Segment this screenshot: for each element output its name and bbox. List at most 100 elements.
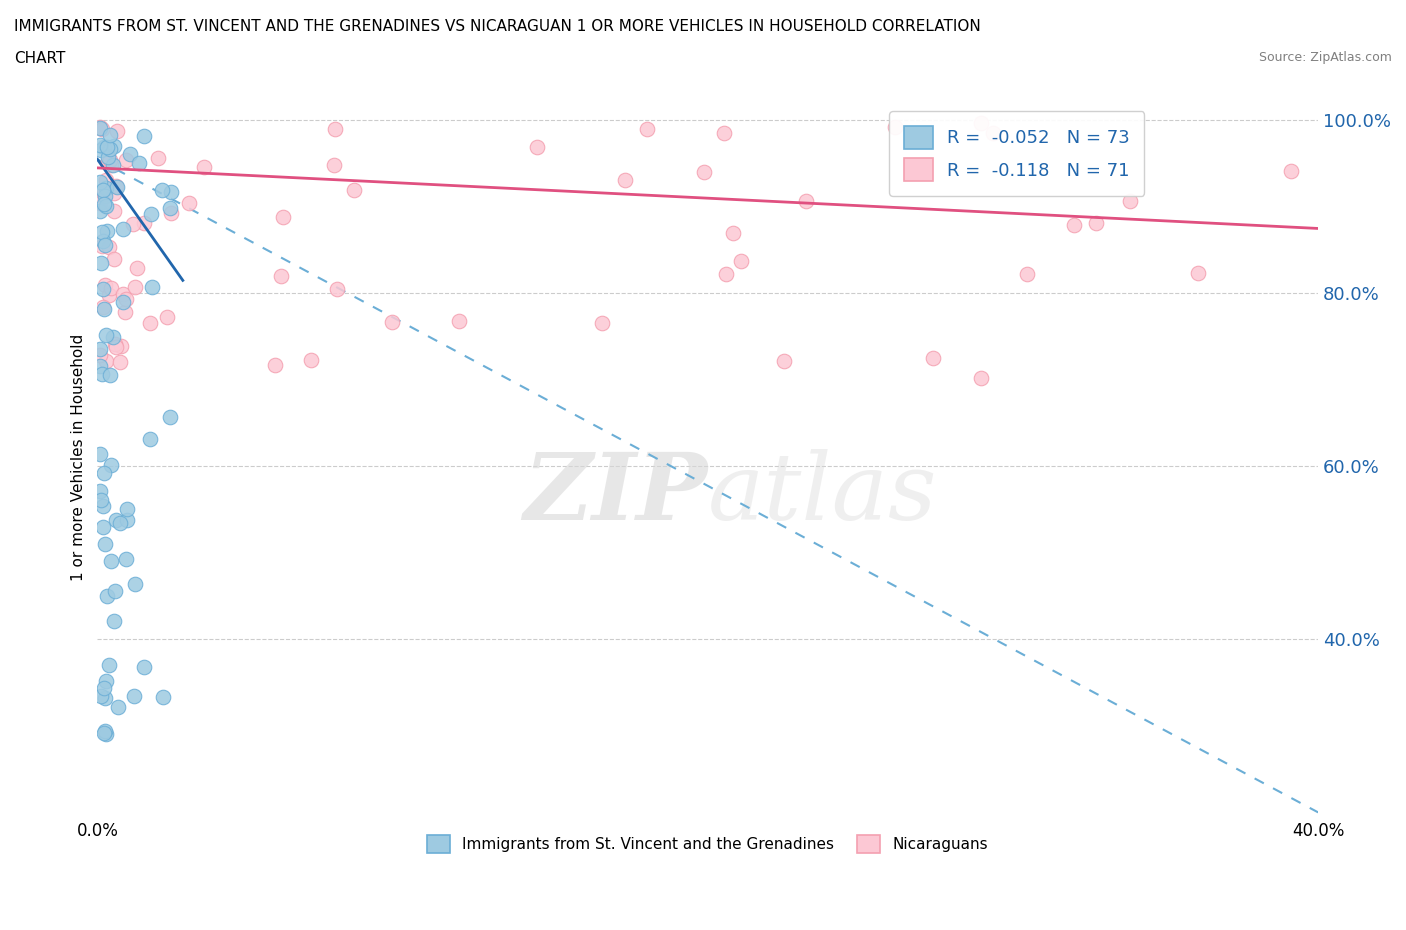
Point xyxy=(89,447,111,462)
Point xyxy=(90,366,112,381)
Point xyxy=(721,226,744,241)
Point xyxy=(152,689,174,704)
Point xyxy=(91,519,114,534)
Point xyxy=(177,196,200,211)
Point xyxy=(124,279,146,294)
Point xyxy=(716,267,738,282)
Point xyxy=(141,280,163,295)
Point xyxy=(100,141,122,156)
Text: ZIP: ZIP xyxy=(523,448,707,538)
Point xyxy=(90,238,112,253)
Point xyxy=(139,432,162,446)
Point xyxy=(89,484,111,498)
Point xyxy=(159,409,181,424)
Point xyxy=(970,116,993,131)
Point xyxy=(118,146,141,161)
Point xyxy=(93,301,115,316)
Point xyxy=(91,281,114,296)
Legend: Immigrants from St. Vincent and the Grenadines, Nicaraguans: Immigrants from St. Vincent and the Gren… xyxy=(422,829,994,859)
Point xyxy=(96,140,118,154)
Point xyxy=(155,310,177,325)
Point xyxy=(105,339,128,354)
Point xyxy=(94,181,117,196)
Point xyxy=(90,121,112,136)
Point xyxy=(91,183,114,198)
Point xyxy=(90,689,112,704)
Point xyxy=(124,577,146,591)
Point xyxy=(89,359,111,374)
Point xyxy=(90,142,112,157)
Point xyxy=(96,327,118,342)
Point xyxy=(591,315,613,330)
Point xyxy=(343,182,366,197)
Point xyxy=(526,140,548,154)
Point xyxy=(94,690,117,705)
Point xyxy=(93,140,115,154)
Point xyxy=(138,315,160,330)
Point xyxy=(93,466,115,481)
Point xyxy=(93,189,115,204)
Point xyxy=(381,314,404,329)
Point xyxy=(270,269,292,284)
Point xyxy=(96,589,118,604)
Point xyxy=(96,673,118,688)
Point xyxy=(93,237,115,252)
Point xyxy=(1084,215,1107,230)
Point xyxy=(91,299,114,314)
Point xyxy=(100,157,122,172)
Point xyxy=(159,201,181,216)
Point xyxy=(114,292,136,307)
Point xyxy=(97,153,120,168)
Point xyxy=(89,120,111,135)
Point xyxy=(447,313,470,328)
Point xyxy=(105,179,128,194)
Point xyxy=(1187,266,1209,281)
Point xyxy=(103,252,125,267)
Point xyxy=(115,501,138,516)
Point xyxy=(98,127,121,142)
Point xyxy=(730,254,752,269)
Point xyxy=(160,206,183,220)
Point xyxy=(1279,163,1302,178)
Point xyxy=(112,286,135,301)
Point xyxy=(90,493,112,508)
Point xyxy=(323,121,346,136)
Point xyxy=(1063,218,1085,232)
Point xyxy=(103,204,125,219)
Point xyxy=(100,458,122,472)
Point xyxy=(115,512,138,527)
Point xyxy=(103,186,125,201)
Point xyxy=(772,353,794,368)
Point xyxy=(89,196,111,211)
Point xyxy=(299,352,322,367)
Point xyxy=(89,175,111,190)
Point xyxy=(128,155,150,170)
Y-axis label: 1 or more Vehicles in Household: 1 or more Vehicles in Household xyxy=(72,334,86,581)
Point xyxy=(132,659,155,674)
Point xyxy=(122,217,145,232)
Point xyxy=(94,353,117,368)
Point xyxy=(114,305,136,320)
Point xyxy=(108,515,131,530)
Point xyxy=(93,726,115,741)
Point xyxy=(94,173,117,188)
Point xyxy=(614,173,637,188)
Point xyxy=(883,119,905,134)
Point xyxy=(93,185,115,200)
Point xyxy=(160,184,183,199)
Point xyxy=(101,329,124,344)
Point xyxy=(93,681,115,696)
Point xyxy=(100,553,122,568)
Point xyxy=(97,150,120,165)
Point xyxy=(93,196,115,211)
Point xyxy=(981,126,1004,140)
Point xyxy=(89,137,111,152)
Text: Source: ZipAtlas.com: Source: ZipAtlas.com xyxy=(1258,51,1392,64)
Point xyxy=(103,139,125,153)
Point xyxy=(1015,267,1038,282)
Point xyxy=(98,368,121,383)
Point xyxy=(96,223,118,238)
Point xyxy=(271,209,294,224)
Point xyxy=(141,206,163,221)
Point xyxy=(105,124,128,139)
